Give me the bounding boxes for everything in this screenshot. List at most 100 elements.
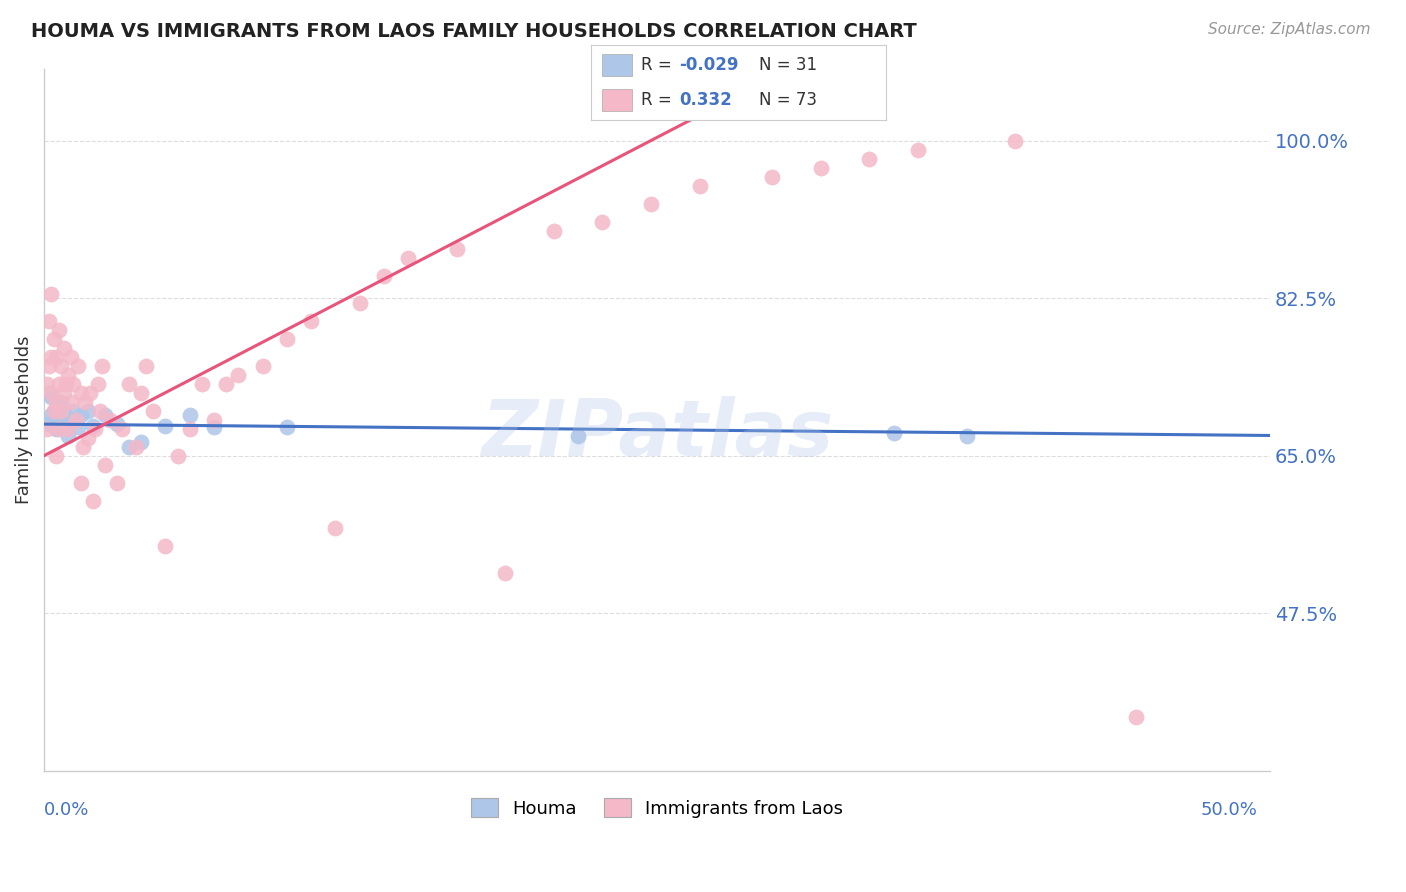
- Point: [38, 313, 60, 327]
- Point: [58, 429, 80, 443]
- Point: [69, 475, 91, 490]
- Point: [907, 143, 929, 157]
- Point: [325, 521, 347, 535]
- Point: [129, 385, 152, 400]
- Point: [118, 376, 141, 391]
- Point: [41, 408, 63, 422]
- Point: [1004, 134, 1026, 148]
- Point: [38, 385, 60, 400]
- Point: [86, 376, 108, 391]
- Point: [155, 418, 177, 433]
- Text: 0.332: 0.332: [679, 91, 733, 109]
- Point: [858, 152, 880, 166]
- Text: ZIPatlas: ZIPatlas: [481, 396, 834, 472]
- Point: [94, 408, 117, 422]
- Point: [49, 394, 72, 409]
- Point: [91, 359, 114, 373]
- Text: HOUMA VS IMMIGRANTS FROM LAOS FAMILY HOUSEHOLDS CORRELATION CHART: HOUMA VS IMMIGRANTS FROM LAOS FAMILY HOU…: [31, 22, 917, 41]
- Point: [276, 419, 298, 434]
- Point: [35, 376, 58, 391]
- Point: [1125, 709, 1147, 723]
- Point: [67, 419, 90, 434]
- Point: [38, 359, 60, 373]
- Point: [98, 412, 121, 426]
- Point: [105, 475, 128, 490]
- Text: -0.029: -0.029: [679, 56, 738, 74]
- Point: [42, 403, 65, 417]
- Point: [65, 412, 87, 426]
- Point: [689, 178, 711, 193]
- Point: [48, 399, 70, 413]
- Point: [59, 394, 82, 409]
- Point: [111, 422, 134, 436]
- Point: [215, 376, 238, 391]
- Point: [45, 394, 67, 409]
- Text: Source: ZipAtlas.com: Source: ZipAtlas.com: [1208, 22, 1371, 37]
- Point: [89, 403, 111, 417]
- Point: [129, 435, 152, 450]
- Point: [135, 359, 157, 373]
- Point: [45, 350, 67, 364]
- Point: [48, 322, 70, 336]
- Point: [94, 458, 117, 472]
- Point: [166, 449, 188, 463]
- Point: [49, 359, 72, 373]
- Point: [883, 426, 905, 441]
- Point: [55, 376, 77, 391]
- Point: [810, 161, 832, 175]
- Point: [59, 350, 82, 364]
- Point: [640, 196, 662, 211]
- Point: [41, 286, 63, 301]
- Point: [276, 332, 298, 346]
- Point: [45, 408, 67, 422]
- Legend: Houma, Immigrants from Laos: Houma, Immigrants from Laos: [464, 791, 851, 825]
- Text: R =: R =: [641, 91, 676, 109]
- Point: [58, 368, 80, 382]
- Point: [446, 242, 468, 256]
- Point: [299, 313, 322, 327]
- Point: [58, 422, 80, 436]
- Point: [69, 408, 91, 422]
- Point: [226, 368, 249, 382]
- Point: [142, 403, 165, 417]
- Point: [72, 440, 94, 454]
- Point: [55, 408, 77, 422]
- Point: [543, 223, 565, 237]
- Point: [48, 412, 70, 426]
- Point: [76, 403, 98, 417]
- Text: 0.0%: 0.0%: [44, 801, 90, 819]
- Point: [42, 332, 65, 346]
- Point: [41, 350, 63, 364]
- Point: [35, 422, 58, 436]
- Point: [48, 376, 70, 391]
- Bar: [602, 88, 631, 112]
- Point: [155, 539, 177, 553]
- Point: [202, 412, 225, 426]
- Point: [45, 422, 67, 436]
- Point: [82, 418, 104, 433]
- Point: [35, 417, 58, 431]
- Point: [52, 417, 75, 431]
- Point: [45, 449, 67, 463]
- Point: [67, 359, 90, 373]
- Text: N = 31: N = 31: [759, 56, 817, 74]
- Text: N = 73: N = 73: [759, 91, 817, 109]
- Point: [62, 376, 84, 391]
- Point: [52, 385, 75, 400]
- Point: [48, 422, 70, 436]
- Point: [105, 417, 128, 431]
- Point: [52, 341, 75, 355]
- Point: [252, 359, 274, 373]
- Point: [76, 431, 98, 445]
- Point: [494, 566, 516, 580]
- Point: [49, 403, 72, 417]
- Point: [41, 390, 63, 404]
- Point: [84, 422, 107, 436]
- Point: [62, 403, 84, 417]
- Point: [567, 429, 589, 443]
- Point: [42, 403, 65, 417]
- Point: [82, 493, 104, 508]
- Point: [591, 214, 613, 228]
- Point: [202, 419, 225, 434]
- Point: [69, 385, 91, 400]
